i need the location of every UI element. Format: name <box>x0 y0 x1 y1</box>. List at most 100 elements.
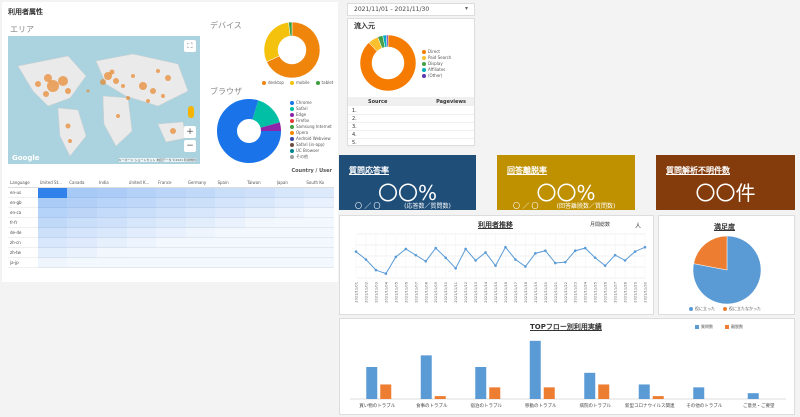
legend-samsung: Samsung Internet <box>290 124 332 130</box>
table-row-label: en-ca <box>10 210 22 215</box>
inflow-row[interactable]: 5. <box>348 139 474 147</box>
usage-point <box>603 264 607 267</box>
legend-affiliates: Affiliates <box>422 67 451 73</box>
table-body: en-us en-gb en-ca fr-fr de-de zh-cn zh-tw ja-jp <box>8 188 334 268</box>
table-cell <box>37 248 68 258</box>
table-cell <box>185 198 216 208</box>
kpi-answer-rate: 質問応答率 〇〇% 〇 ／ 〇 (応答数／質問数) <box>339 155 476 210</box>
bar-questions <box>747 393 759 399</box>
table-column-header[interactable]: France <box>158 180 172 185</box>
top-flow-panel: TOPフロー別利用実績 質問数 離脱数 買い物のトラブル 食事のトラブル 宿泊のトラ… <box>339 318 795 415</box>
satisfaction-panel: 満足度 役に立った 役に立たなかった <box>658 215 795 315</box>
date-range-picker[interactable]: 2021/11/01 - 2021/11/30 ▾ <box>347 3 475 16</box>
inflow-panel: 流入元 Direct Paid Search Display Affiliate… <box>347 18 475 147</box>
x-tick-label: 2021/11/06 <box>404 281 408 302</box>
inflow-row[interactable]: 1. <box>348 107 474 115</box>
bar-questions <box>475 367 487 399</box>
inflow-row[interactable]: 3. <box>348 123 474 131</box>
date-range-text: 2021/11/01 - 2021/11/30 <box>354 6 430 13</box>
x-tick-label: 2021/11/29 <box>634 281 638 302</box>
x-tick-label: その他のトラブル <box>686 402 722 409</box>
table-cell <box>215 238 246 248</box>
kpi-value: 〇〇% <box>377 181 437 205</box>
browser-label: ブラウザ <box>210 87 242 96</box>
pie-slice <box>385 34 389 48</box>
table-cell <box>126 208 157 218</box>
table-cell <box>304 248 334 258</box>
table-cell <box>126 198 157 208</box>
table-cell <box>96 238 127 248</box>
chevron-down-icon: ▾ <box>464 5 468 12</box>
report-title: 利用者属性 <box>8 8 43 16</box>
legend-dropouts: 離脱数 <box>725 324 743 330</box>
zoom-in-button[interactable]: + <box>184 126 196 138</box>
x-tick-label: 2021/11/15 <box>494 282 498 303</box>
x-tick-label: 2021/11/20 <box>544 281 548 302</box>
table-cell <box>126 248 157 258</box>
legend-safari-inapp: Safari (in-app) <box>290 142 332 148</box>
x-tick-label: 2021/11/11 <box>454 282 458 303</box>
x-tick-label: 2021/11/16 <box>504 281 508 302</box>
table-row-label: fr-fr <box>10 220 18 225</box>
usage-point <box>524 265 527 268</box>
bar-dropouts <box>380 384 392 399</box>
zoom-out-button[interactable]: − <box>184 140 196 152</box>
table-column-header[interactable]: United K... <box>128 180 150 185</box>
legend-mobile: mobile <box>289 80 310 86</box>
legend-android-webview: Android Webview <box>290 136 332 142</box>
legend-tablet: tablet <box>315 80 333 86</box>
world-map[interactable]: ⛶ + − Google キーボード ショートカット 地図データ ©2021 利… <box>8 36 200 164</box>
table-cell <box>274 228 305 238</box>
table-cell <box>126 238 157 248</box>
top-flow-legend: 質問数 離脱数 <box>695 324 743 330</box>
table-column-header[interactable]: Spain <box>217 180 229 185</box>
table-cell <box>156 198 186 208</box>
x-tick-label: 2021/11/08 <box>424 281 428 302</box>
table-cell <box>126 218 157 228</box>
pie-slice <box>288 21 293 37</box>
table-column-header[interactable]: Canada <box>69 180 85 185</box>
inflow-row-rank: 5. <box>352 140 357 146</box>
fullscreen-button[interactable]: ⛶ <box>184 40 196 52</box>
legend-other: その他 <box>290 154 332 160</box>
table-cell <box>245 258 275 268</box>
table-column-header[interactable]: Germany <box>187 180 207 185</box>
inflow-row[interactable]: 4. <box>348 131 474 139</box>
table-column-header[interactable]: South Ko <box>306 180 325 185</box>
street-view-icon[interactable] <box>188 106 194 118</box>
x-tick-label: 2021/11/01 <box>355 282 359 303</box>
table-column-header[interactable]: Language <box>10 180 30 185</box>
usage-point <box>394 255 398 259</box>
table-column-header[interactable]: India <box>98 180 109 185</box>
usage-point <box>534 252 537 255</box>
table-cell <box>215 228 246 238</box>
usage-point <box>404 247 408 251</box>
table-cell <box>156 218 186 228</box>
legend-desktop: desktop <box>262 80 284 86</box>
x-tick-label: 宿泊のトラブル <box>471 402 503 409</box>
table-cell <box>67 188 97 198</box>
legend-not-helpful: 役に立たなかった <box>723 306 761 312</box>
table-cell <box>126 258 157 268</box>
x-tick-label: 2021/11/17 <box>514 282 518 303</box>
x-tick-label: 2021/11/30 <box>644 281 648 302</box>
google-logo: Google <box>12 154 40 162</box>
table-column-header[interactable]: Japan <box>276 180 288 185</box>
device-legend: desktop mobile tablet <box>262 80 333 86</box>
table-cell <box>245 188 275 198</box>
kpi-title: 回答離脱率 <box>507 166 547 175</box>
col-source[interactable]: Source <box>368 99 388 105</box>
map-svg <box>17 53 189 157</box>
table-column-header[interactable]: United St... <box>39 180 62 185</box>
table-column-header[interactable]: Taiwan <box>247 180 261 185</box>
table-cell <box>96 218 127 228</box>
kpi-value: 〇〇件 <box>695 181 756 205</box>
table-cell <box>96 188 127 198</box>
kpi-sub: (回答離脱数／質問数) <box>556 203 616 210</box>
inflow-row[interactable]: 2. <box>348 115 474 123</box>
col-pageviews[interactable]: Pageviews <box>436 99 466 105</box>
table-cell <box>96 248 127 258</box>
table-cell <box>37 238 68 248</box>
usage-point <box>464 247 467 251</box>
table-cell <box>96 198 127 208</box>
